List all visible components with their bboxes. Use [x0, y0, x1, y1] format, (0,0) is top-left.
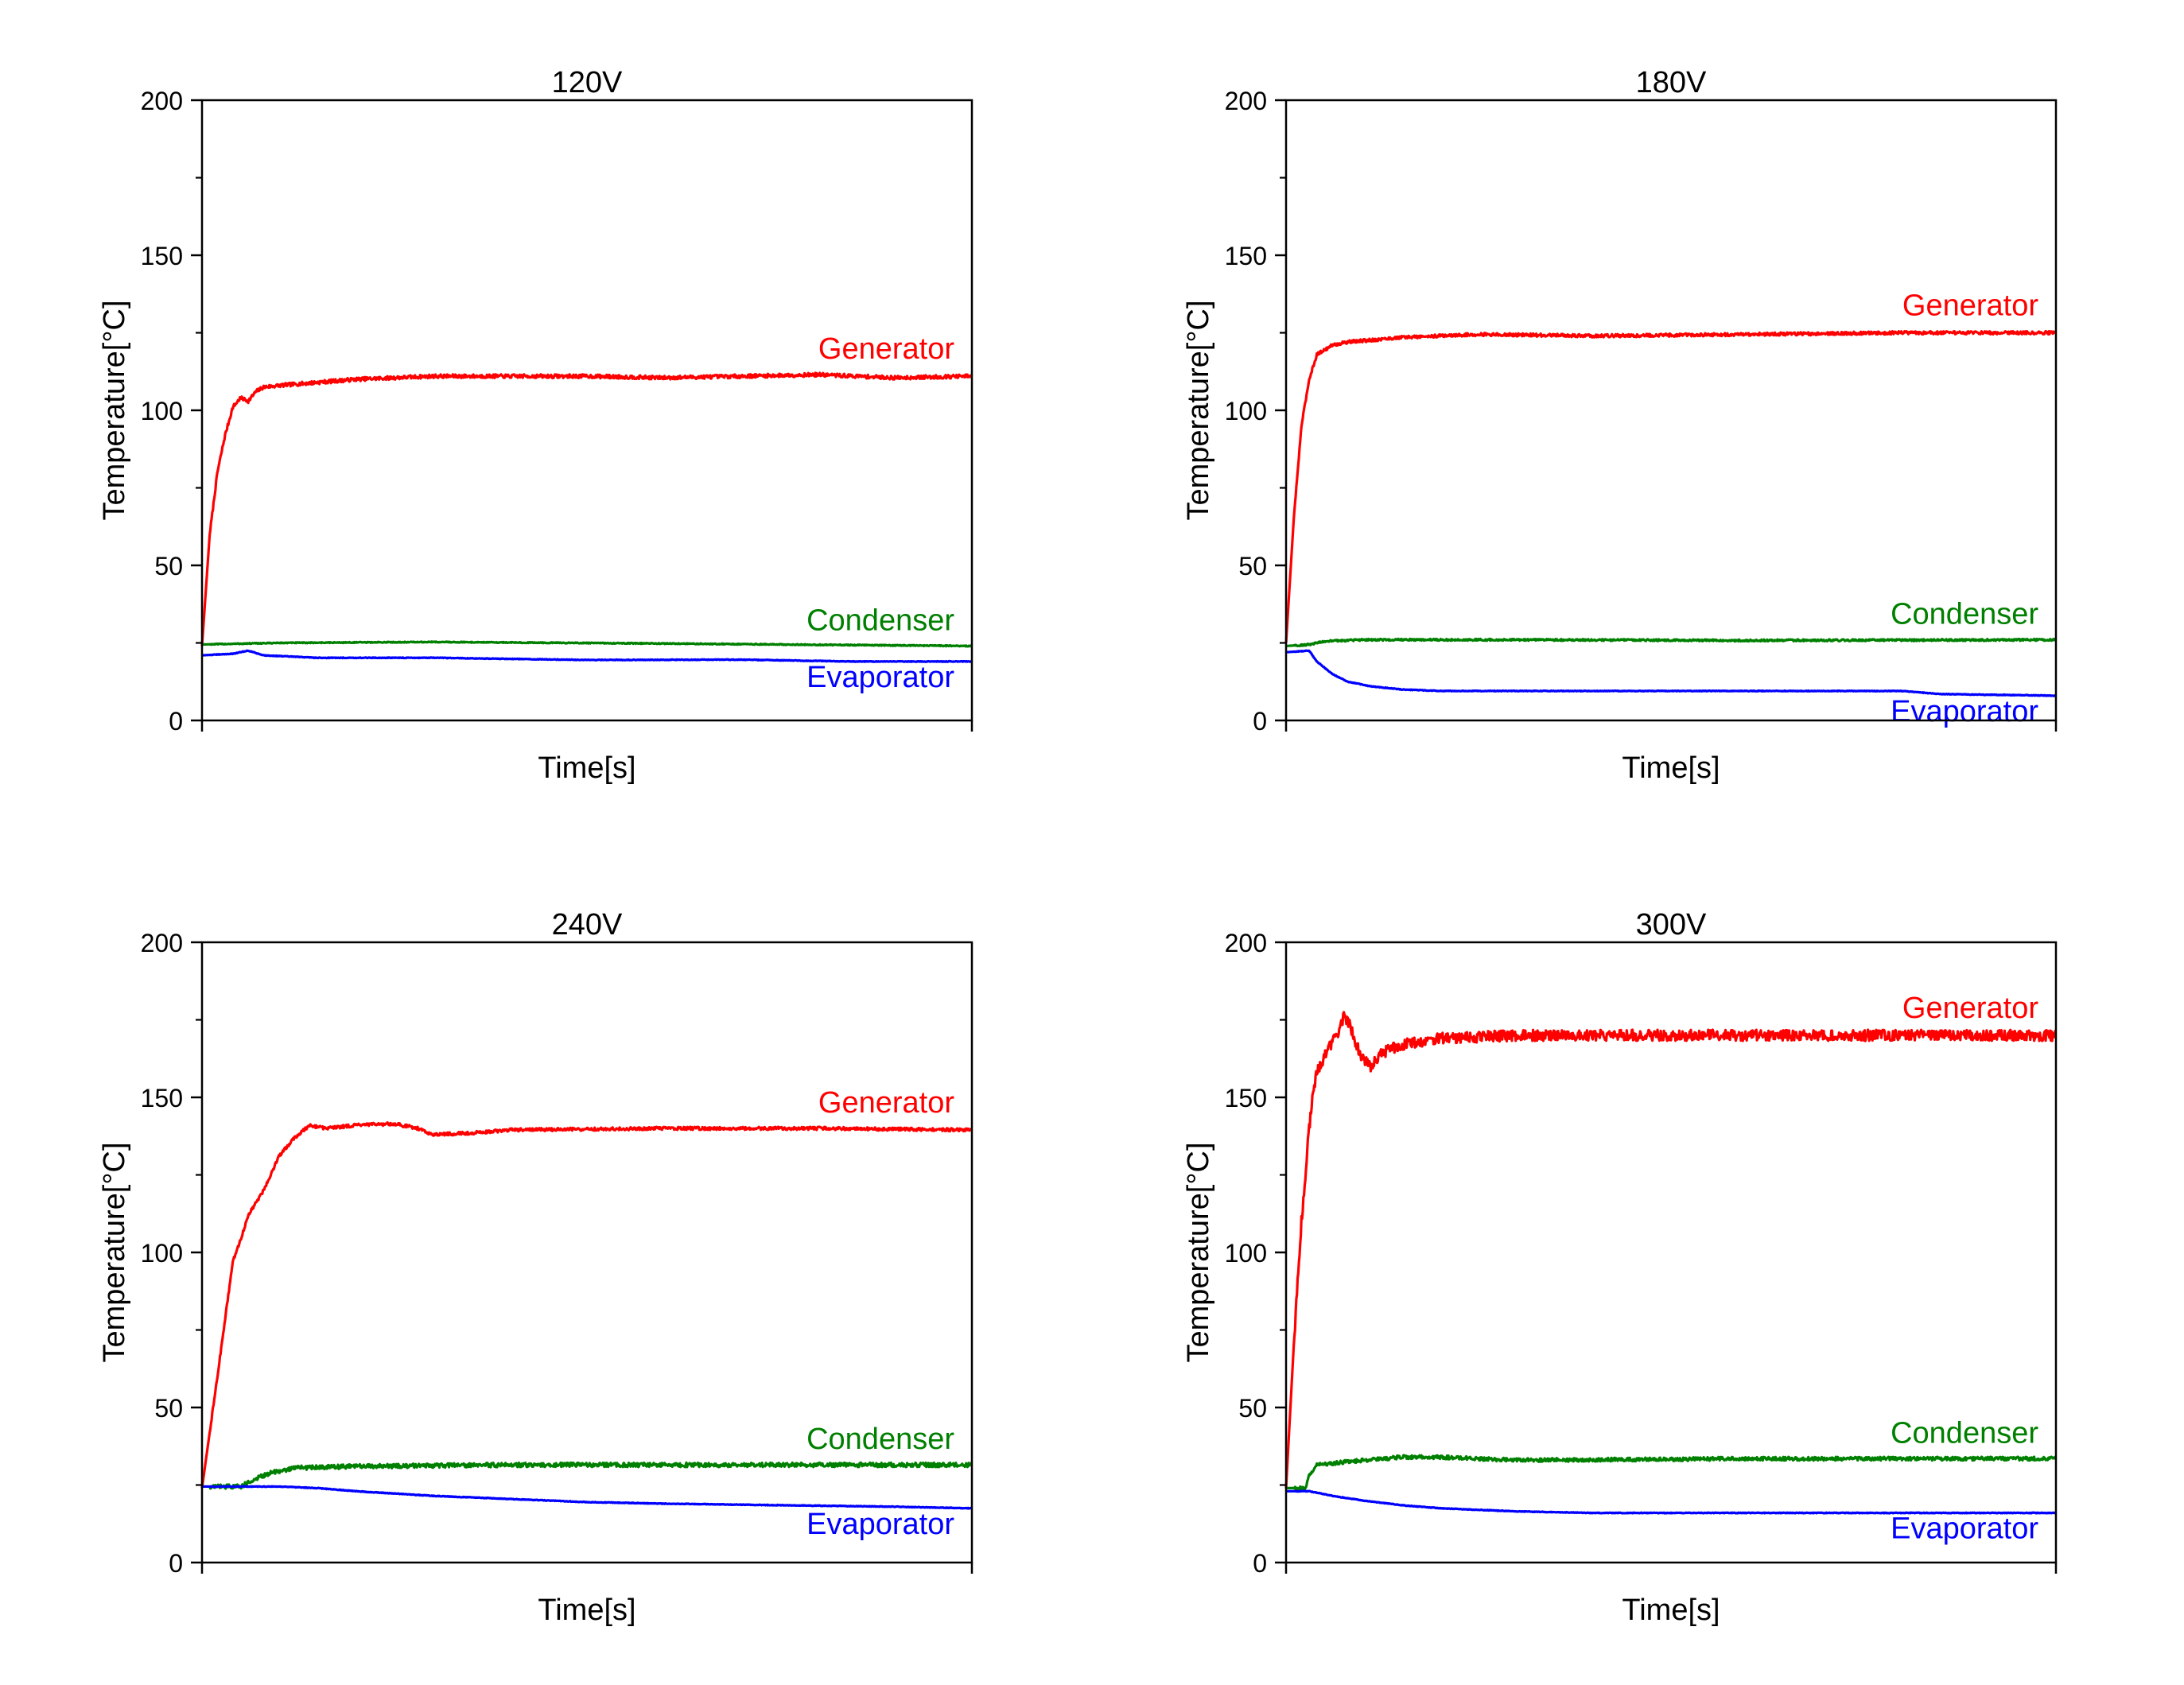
series-line-generator — [200, 1120, 973, 1489]
chart-panel-240V: 240V Generator Condenser Evaporator 0 50 100 15… — [98, 908, 973, 1627]
chart-panel-300V: 300V Generator Condenser Evaporator 0 50 100 15… — [1182, 908, 2058, 1627]
series-label-evaporator: Evaporator — [806, 1508, 954, 1541]
series-line-generator — [1284, 1011, 2057, 1489]
y-tick-label: 200 — [1225, 929, 1267, 957]
series-line-condenser — [1285, 1454, 2058, 1491]
y-axis-label: Temperature[°C] — [1182, 300, 1215, 520]
series-label-condenser: Condenser — [1891, 598, 2038, 631]
series-line-generator — [1284, 329, 2057, 643]
series-line-condenser — [201, 640, 973, 648]
chart-title: 240V — [552, 908, 623, 942]
series-label-evaporator: Evaporator — [806, 661, 954, 694]
chart-panel-180V: 180V Generator Condenser Evaporator 0 50 100 15… — [1182, 66, 2058, 785]
y-tick-label: 150 — [1225, 1084, 1267, 1112]
chart-panel-120V: 120V Generator Condenser Evaporator 0 50 100 15… — [98, 66, 973, 785]
series-label-condenser: Condenser — [806, 1423, 954, 1456]
series-line-evaporator — [201, 1485, 973, 1510]
series-label-generator: Generator — [1902, 289, 2038, 323]
y-tick-label: 150 — [141, 242, 183, 270]
series-label-generator: Generator — [818, 1086, 954, 1120]
chart-title: 120V — [552, 66, 623, 99]
y-axis-label: Temperature[°C] — [98, 300, 131, 520]
y-tick-label: 50 — [1238, 552, 1267, 580]
series-line-evaporator — [201, 649, 973, 663]
y-tick-label: 50 — [154, 1394, 183, 1423]
y-tick-label: 100 — [141, 1239, 183, 1268]
series-label-generator: Generator — [1902, 992, 2038, 1025]
series-label-evaporator: Evaporator — [1891, 1512, 2038, 1546]
y-tick-label: 50 — [154, 552, 183, 580]
series-line-evaporator — [1285, 649, 2057, 697]
y-tick-label: 100 — [1225, 1239, 1267, 1268]
y-tick-label: 150 — [141, 1084, 183, 1112]
y-tick-label: 0 — [169, 707, 183, 736]
y-tick-label: 200 — [1225, 87, 1267, 115]
y-tick-label: 0 — [1253, 1549, 1267, 1578]
y-axis-label: Temperature[°C] — [1182, 1142, 1215, 1362]
series-line-condenser — [201, 1461, 973, 1490]
y-tick-label: 100 — [141, 397, 183, 425]
y-tick-label: 200 — [141, 87, 183, 115]
y-tick-label: 200 — [141, 929, 183, 957]
x-axis-label: Time[s] — [1622, 1594, 1720, 1627]
x-axis-label: Time[s] — [1622, 751, 1720, 785]
series-line-condenser — [1285, 637, 2057, 647]
x-axis-label: Time[s] — [538, 1594, 635, 1627]
y-tick-label: 0 — [1253, 707, 1267, 736]
series-label-evaporator: Evaporator — [1891, 695, 2038, 728]
series-line-evaporator — [1285, 1489, 2057, 1515]
y-axis-label: Temperature[°C] — [98, 1142, 131, 1362]
series-line-generator — [200, 371, 973, 646]
y-tick-label: 150 — [1225, 242, 1267, 270]
series-label-condenser: Condenser — [1891, 1416, 2038, 1450]
x-axis-label: Time[s] — [538, 751, 635, 785]
y-tick-label: 100 — [1225, 397, 1267, 425]
series-label-condenser: Condenser — [806, 604, 954, 637]
chart-title: 300V — [1636, 908, 1707, 942]
chart-title: 180V — [1636, 66, 1707, 99]
series-label-generator: Generator — [818, 332, 954, 366]
y-tick-label: 50 — [1238, 1394, 1267, 1423]
y-tick-label: 0 — [169, 1549, 183, 1578]
